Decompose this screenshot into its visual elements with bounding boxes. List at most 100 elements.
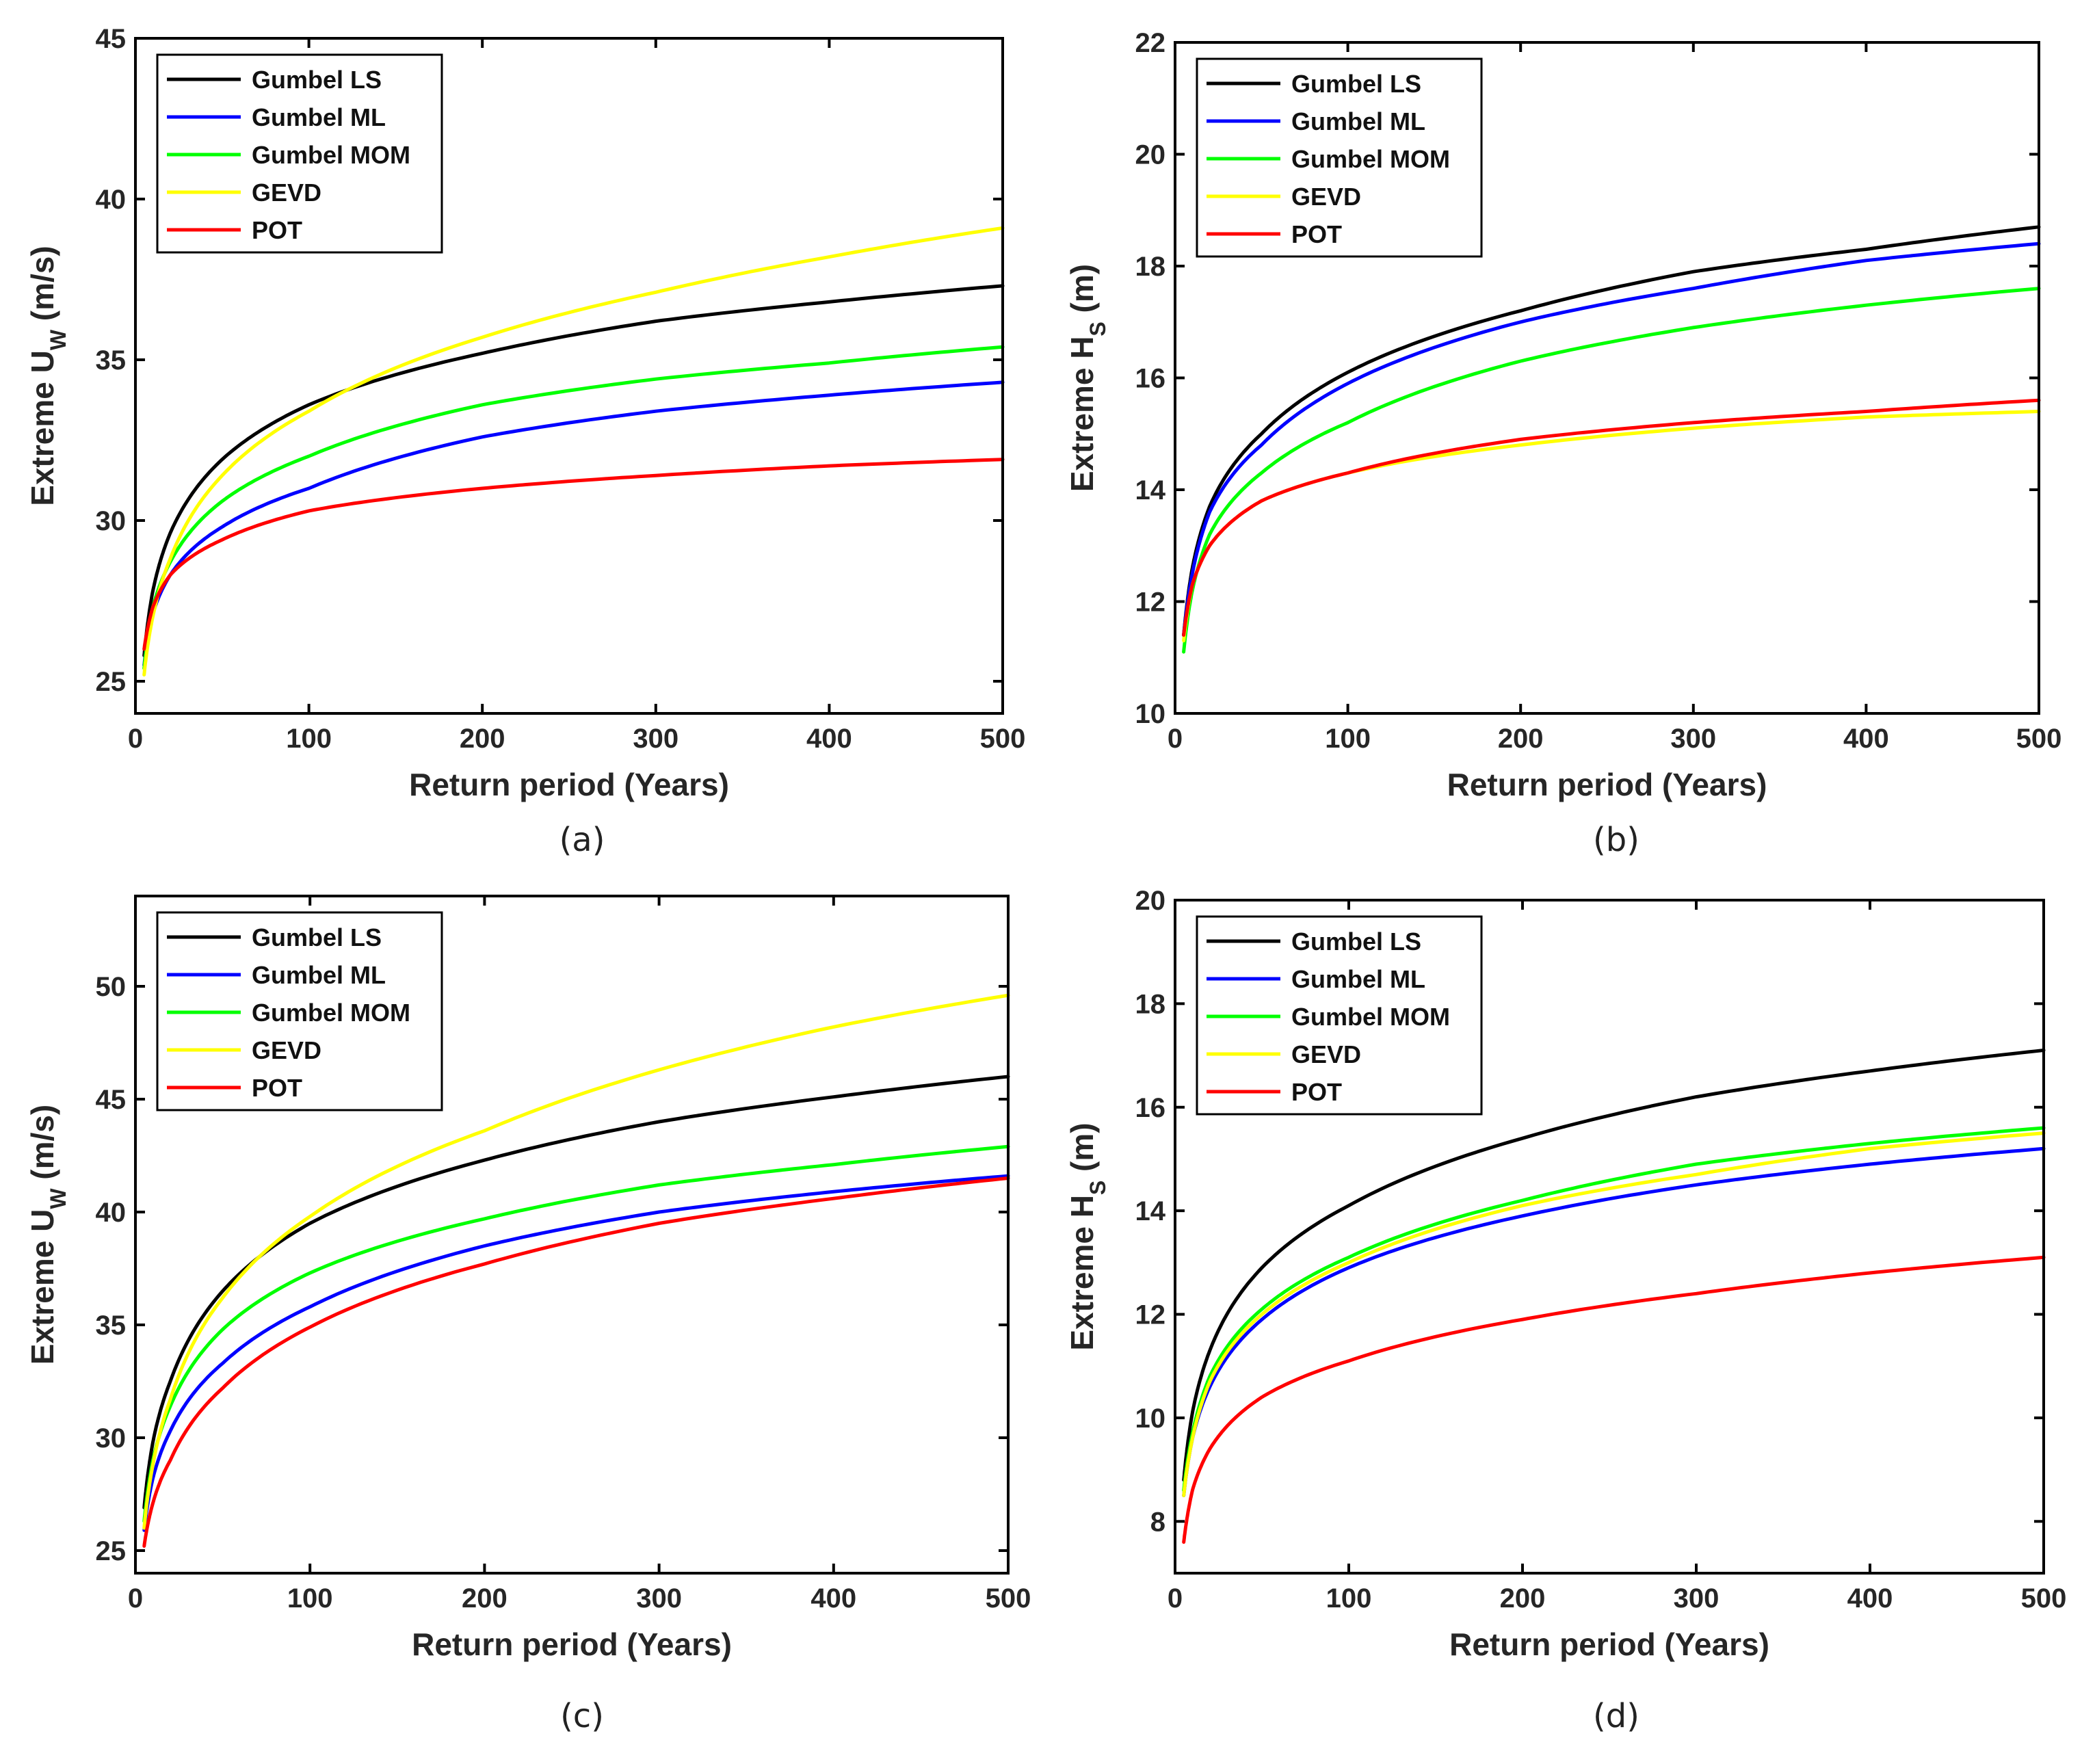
x-tick-label: 300 <box>636 1583 682 1614</box>
chart-panel-3: 0 100 200 300 400 500 25 30 35 40 45 50 Return perio… <box>25 895 1031 1735</box>
x-tick-label: 100 <box>1326 1583 1372 1614</box>
y-tick-label: 18 <box>1135 989 1166 1019</box>
y-tick-label: 12 <box>1135 1300 1166 1330</box>
x-tick-label: 200 <box>1498 724 1544 754</box>
legend-entry-label: Gumbel MOM <box>252 999 410 1027</box>
y-tick-label: 22 <box>1135 28 1166 58</box>
legend-entry-label: POT <box>252 216 302 244</box>
x-tick-label: 100 <box>286 724 332 754</box>
y-tick-label: 30 <box>96 506 127 536</box>
y-tick-label: 14 <box>1135 1196 1166 1226</box>
legend: Gumbel LS Gumbel ML Gumbel MOM GEVD POT <box>156 53 443 254</box>
legend-entry-label: Gumbel MOM <box>1291 1003 1450 1031</box>
x-tick-label: 500 <box>2016 724 2062 754</box>
panel-label: (c) <box>560 1697 604 1735</box>
legend-entry-label: POT <box>1291 220 1342 248</box>
y-tick-label: 10 <box>1135 699 1166 729</box>
y-tick-label: 50 <box>96 972 127 1002</box>
series-line-gumbel-ml <box>1182 241 2041 637</box>
legend-entry-label: GEVD <box>1291 1040 1361 1068</box>
series-line-gumbel-ml <box>142 1174 1010 1532</box>
y-tick-label: 16 <box>1135 1093 1166 1123</box>
y-tick-label: 8 <box>1150 1507 1165 1537</box>
legend-entry-label: POT <box>252 1074 302 1102</box>
chart-panel-2: 0 100 200 300 400 500 10 12 14 16 18 20 22 Return per… <box>1064 28 2061 859</box>
y-tick-label: 18 <box>1135 252 1166 282</box>
panel-label: (a) <box>559 821 605 859</box>
chart-panel-4: 0 100 200 300 400 500 8 10 12 14 16 18 20 Return peri… <box>1064 886 2066 1735</box>
y-tick-label: 45 <box>96 24 127 54</box>
x-tick-label: 0 <box>128 724 143 754</box>
series-line-pot <box>1182 1255 2046 1544</box>
series-line-gevd <box>142 226 1005 677</box>
x-tick-label: 400 <box>1847 1583 1893 1614</box>
y-tick-label: 10 <box>1135 1404 1166 1434</box>
x-tick-label: 200 <box>462 1583 508 1614</box>
y-axis-label: Extreme HS (m) <box>1064 1122 1110 1350</box>
series-line-gevd <box>142 993 1010 1530</box>
series-line-gumbel-mom <box>1182 1126 2046 1492</box>
series-line-gumbel-mom <box>1182 287 2041 654</box>
y-tick-label: 20 <box>1135 886 1166 916</box>
y-tick-label: 45 <box>96 1085 127 1115</box>
legend-entry-label: Gumbel ML <box>1291 965 1425 993</box>
legend-entry-label: GEVD <box>252 1036 321 1064</box>
y-tick-label: 20 <box>1135 140 1166 170</box>
legend-entry-label: Gumbel ML <box>252 103 386 131</box>
series-line-gumbel-ls <box>142 1075 1010 1510</box>
y-tick-label: 40 <box>96 1198 127 1228</box>
y-tick-label: 12 <box>1135 588 1166 618</box>
y-axis-label: Extreme UW (m/s) <box>25 1105 70 1365</box>
axes-frame <box>134 37 1004 715</box>
y-tick-label: 35 <box>96 1311 127 1341</box>
x-tick-label: 0 <box>128 1583 143 1614</box>
legend-entry-label: Gumbel ML <box>1291 107 1425 135</box>
series-line-pot <box>142 1176 1010 1548</box>
legend-entry-label: Gumbel LS <box>1291 70 1421 98</box>
y-tick-label: 25 <box>96 667 127 697</box>
y-tick-label: 30 <box>96 1423 127 1453</box>
legend-entry-label: Gumbel ML <box>252 961 386 989</box>
x-tick-label: 300 <box>1670 724 1716 754</box>
y-axis-label: Extreme UW (m/s) <box>25 246 70 505</box>
x-tick-label: 500 <box>980 724 1026 754</box>
y-tick-label: 16 <box>1135 364 1166 394</box>
x-tick-label: 0 <box>1168 724 1183 754</box>
legend-entry-label: GEVD <box>252 179 321 207</box>
y-tick-label: 40 <box>96 185 127 215</box>
legend-entry-label: Gumbel MOM <box>1291 145 1450 173</box>
chart-panel-1: 0 100 200 300 400 500 25 30 35 40 45 Return period … <box>25 24 1025 859</box>
x-tick-label: 500 <box>986 1583 1031 1614</box>
series-line-gumbel-ls <box>142 284 1005 657</box>
legend: Gumbel LS Gumbel ML Gumbel MOM GEVD POT <box>1196 57 1483 258</box>
series-line-gumbel-ml <box>1182 1146 2046 1497</box>
series-line-gevd <box>1182 1131 2046 1497</box>
series-line-pot <box>1182 398 2041 637</box>
series-line-gumbel-mom <box>142 345 1005 670</box>
x-tick-label: 400 <box>811 1583 856 1614</box>
panel-label: (d) <box>1593 1697 1639 1735</box>
x-tick-label: 300 <box>1674 1583 1719 1614</box>
legend-entry-label: Gumbel LS <box>1291 927 1421 956</box>
x-tick-label: 500 <box>2021 1583 2067 1614</box>
x-tick-label: 100 <box>1325 724 1371 754</box>
y-tick-label: 35 <box>96 345 127 376</box>
x-axis-label: Return period (Years) <box>412 1627 732 1662</box>
legend: Gumbel LS Gumbel ML Gumbel MOM GEVD POT <box>156 911 443 1111</box>
x-tick-label: 300 <box>633 724 678 754</box>
y-tick-label: 25 <box>96 1536 127 1566</box>
legend: Gumbel LS Gumbel ML Gumbel MOM GEVD POT <box>1196 915 1483 1116</box>
legend-entry-label: Gumbel LS <box>252 923 382 951</box>
legend-entry-label: Gumbel MOM <box>252 141 410 169</box>
legend-entry-label: POT <box>1291 1078 1342 1106</box>
series-line-pot <box>142 458 1005 651</box>
axes-frame <box>134 895 1010 1575</box>
x-tick-label: 400 <box>1843 724 1889 754</box>
legend-entry-label: GEVD <box>1291 183 1361 211</box>
y-tick-label: 14 <box>1135 475 1166 505</box>
x-tick-label: 400 <box>806 724 852 754</box>
x-tick-label: 0 <box>1168 1583 1183 1614</box>
x-tick-label: 100 <box>287 1583 333 1614</box>
series-line-gevd <box>1182 410 2041 643</box>
